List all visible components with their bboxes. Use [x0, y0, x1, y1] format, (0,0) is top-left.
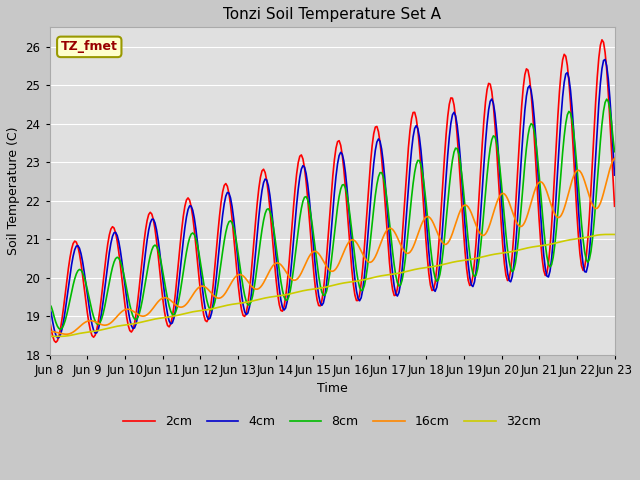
32cm [244, 299, 252, 305]
32cm [216, 304, 223, 310]
4cm [244, 310, 252, 316]
32cm [116, 323, 124, 329]
32cm [234, 300, 242, 306]
16cm [581, 179, 589, 184]
32cm [604, 231, 612, 237]
16cm [45, 328, 53, 334]
2cm [116, 262, 124, 268]
16cm [63, 331, 70, 337]
8cm [581, 249, 589, 255]
4cm [294, 186, 302, 192]
32cm [581, 235, 589, 240]
Line: 4cm: 4cm [49, 60, 614, 338]
2cm [581, 264, 589, 270]
2cm [611, 204, 618, 209]
32cm [294, 289, 302, 295]
Line: 16cm: 16cm [49, 158, 614, 334]
8cm [234, 252, 242, 258]
2cm [216, 213, 223, 219]
8cm [116, 258, 124, 264]
8cm [244, 302, 252, 308]
2cm [45, 316, 53, 322]
32cm [54, 334, 61, 339]
2cm [52, 339, 60, 345]
8cm [294, 228, 302, 233]
Y-axis label: Soil Temperature (C): Soil Temperature (C) [7, 127, 20, 255]
16cm [116, 310, 124, 316]
8cm [603, 96, 611, 102]
Legend: 2cm, 4cm, 8cm, 16cm, 32cm: 2cm, 4cm, 8cm, 16cm, 32cm [118, 410, 546, 433]
2cm [598, 37, 606, 43]
16cm [611, 156, 618, 161]
8cm [57, 326, 65, 332]
Text: TZ_fmet: TZ_fmet [61, 40, 118, 53]
Title: Tonzi Soil Temperature Set A: Tonzi Soil Temperature Set A [223, 7, 441, 22]
16cm [216, 295, 223, 301]
Line: 8cm: 8cm [49, 99, 614, 329]
4cm [581, 269, 589, 275]
4cm [54, 335, 61, 341]
4cm [601, 57, 609, 62]
4cm [234, 263, 242, 268]
2cm [244, 301, 252, 307]
8cm [611, 149, 618, 155]
4cm [45, 305, 53, 311]
4cm [216, 241, 223, 247]
8cm [216, 271, 223, 277]
16cm [294, 275, 302, 281]
16cm [244, 278, 252, 284]
32cm [45, 334, 53, 339]
2cm [294, 160, 302, 166]
X-axis label: Time: Time [317, 383, 348, 396]
16cm [234, 272, 242, 277]
4cm [611, 172, 618, 178]
Line: 32cm: 32cm [49, 234, 614, 336]
4cm [116, 248, 124, 253]
Line: 2cm: 2cm [49, 40, 614, 342]
2cm [234, 284, 242, 289]
32cm [611, 231, 618, 237]
8cm [45, 302, 53, 308]
